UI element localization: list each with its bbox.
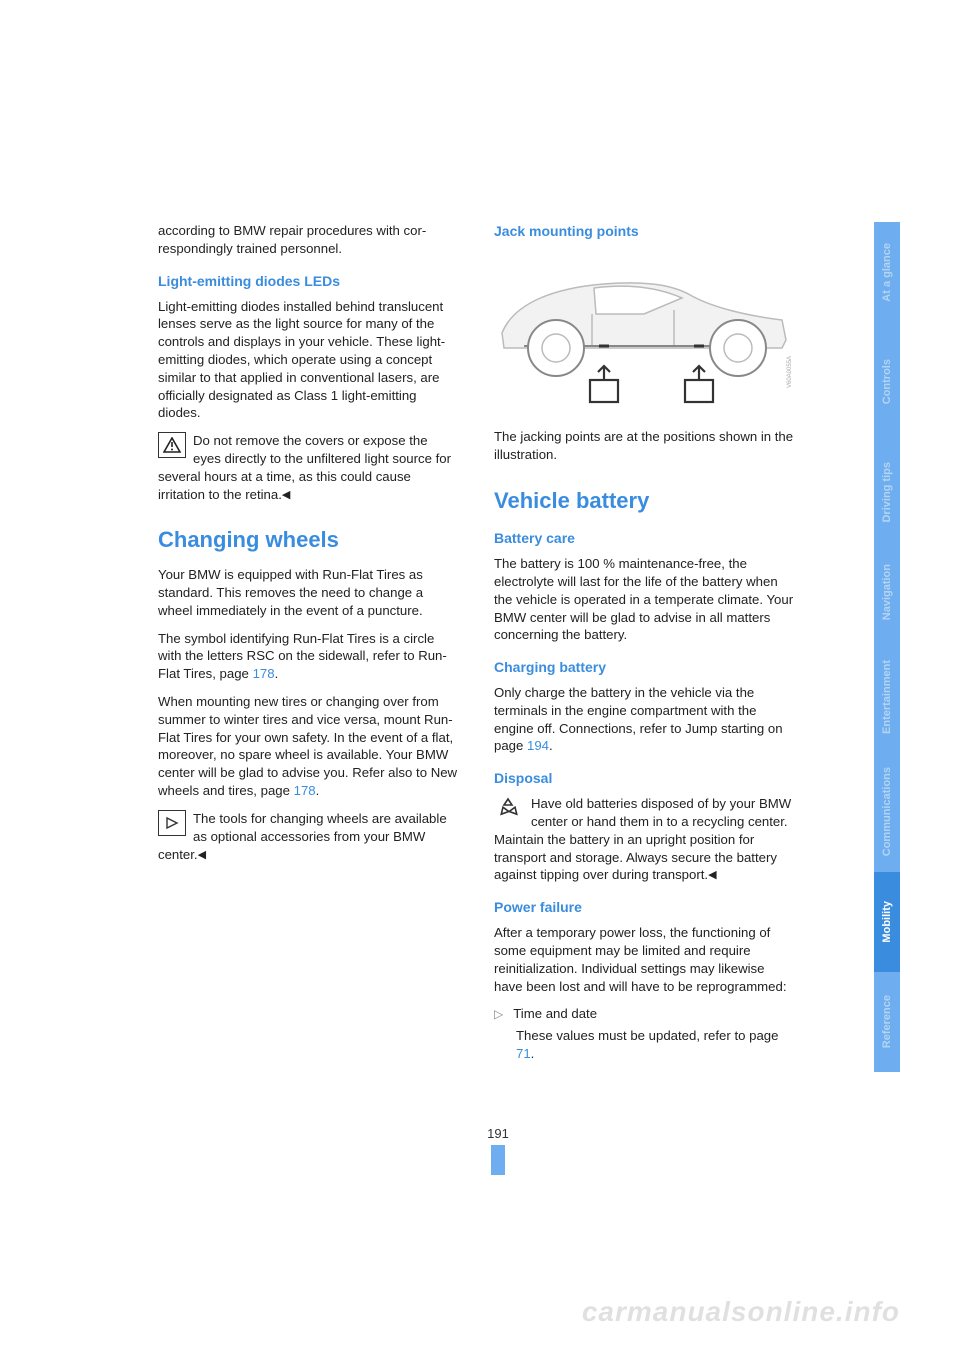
note-icon — [158, 810, 186, 836]
page-link-194[interactable]: 194 — [527, 738, 549, 753]
text: . — [531, 1046, 535, 1061]
paragraph-power: After a temporary power loss, the functi… — [494, 924, 794, 995]
bullet-label: Time and date — [513, 1005, 794, 1023]
paragraph-disposal: Have old batteries disposed of by your B… — [494, 795, 794, 884]
warning-text: Do not remove the covers or expose the e… — [158, 433, 451, 501]
page-number: 191 — [478, 1126, 518, 1141]
recycle-icon — [494, 795, 524, 821]
heading-jack-points: Jack mounting points — [494, 222, 794, 241]
end-marker: ◀ — [708, 869, 716, 881]
tab-label: Navigation — [881, 564, 893, 620]
paragraph-wheels-1: Your BMW is equipped with Run-Flat Tires… — [158, 566, 458, 619]
tab-mobility[interactable]: Mobility — [874, 872, 900, 972]
heading-disposal: Disposal — [494, 769, 794, 788]
manual-page: according to BMW repair procedures with … — [0, 0, 960, 1358]
content-area: according to BMW repair procedures with … — [158, 222, 794, 1073]
text: The symbol identifying Run-Flat Tires is… — [158, 631, 447, 682]
end-marker: ◀ — [282, 489, 290, 501]
tab-label: At a glance — [881, 243, 893, 302]
paragraph-intro: according to BMW repair procedures with … — [158, 222, 458, 258]
heading-battery-care: Battery care — [494, 529, 794, 548]
text: These values must be updated, refer to p… — [516, 1028, 778, 1043]
tab-label: Controls — [881, 359, 893, 404]
paragraph-jack: The jacking points are at the positions … — [494, 428, 794, 464]
warning-icon — [158, 432, 186, 458]
text: . — [549, 738, 553, 753]
paragraph-charging: Only charge the battery in the vehicle v… — [494, 684, 794, 755]
page-number-bar — [491, 1145, 505, 1175]
watermark: carmanualsonline.info — [582, 1296, 900, 1328]
page-link-71[interactable]: 71 — [516, 1046, 531, 1061]
text: . — [275, 666, 279, 681]
tab-label: Communications — [881, 767, 893, 856]
tab-reference[interactable]: Reference — [874, 972, 900, 1072]
tab-navigation[interactable]: Navigation — [874, 542, 900, 642]
tab-driving-tips[interactable]: Driving tips — [874, 442, 900, 542]
disposal-text: Have old batteries disposed of by your B… — [494, 796, 791, 882]
tab-entertainment[interactable]: Entertainment — [874, 642, 900, 752]
warning-leds: Do not remove the covers or expose the e… — [158, 432, 458, 503]
paragraph-care: The battery is 100 % maintenance-free, t… — [494, 555, 794, 644]
end-marker: ◀ — [198, 849, 206, 861]
bullet-detail: These values must be updated, refer to p… — [516, 1027, 794, 1063]
bullet-time-date: ▷ Time and date — [494, 1005, 794, 1023]
page-link-178b[interactable]: 178 — [294, 783, 316, 798]
heading-vehicle-battery: Vehicle battery — [494, 486, 794, 516]
paragraph-leds: Light-emitting diodes installed behind t… — [158, 298, 458, 423]
left-column: according to BMW repair procedures with … — [158, 222, 458, 1073]
section-tabs: At a glance Controls Driving tips Navigatio… — [874, 222, 900, 1072]
tab-label: Mobility — [881, 901, 893, 943]
heading-power-failure: Power failure — [494, 898, 794, 917]
tab-label: Entertainment — [881, 660, 893, 734]
right-column: Jack mounting points — [494, 222, 794, 1073]
heading-leds: Light-emitting diodes LEDs — [158, 272, 458, 291]
page-number-block: 191 — [478, 1126, 518, 1175]
tab-at-a-glance[interactable]: At a glance — [874, 222, 900, 322]
heading-changing-wheels: Changing wheels — [158, 525, 458, 555]
text: . — [316, 783, 320, 798]
jack-points-illustration: V60A0055A — [494, 248, 794, 418]
paragraph-wheels-2: The symbol identifying Run-Flat Tires is… — [158, 630, 458, 683]
tab-controls[interactable]: Controls — [874, 322, 900, 442]
note-tools: The tools for changing wheels are avail­… — [158, 810, 458, 863]
tab-label: Reference — [881, 995, 893, 1048]
bullet-marker: ▷ — [494, 1005, 503, 1023]
svg-text:V60A0055A: V60A0055A — [787, 356, 793, 388]
tab-communications[interactable]: Communications — [874, 752, 900, 872]
tab-label: Driving tips — [881, 462, 893, 523]
heading-charging: Charging battery — [494, 658, 794, 677]
page-link-178a[interactable]: 178 — [253, 666, 275, 681]
paragraph-wheels-3: When mounting new tires or changing over… — [158, 693, 458, 800]
